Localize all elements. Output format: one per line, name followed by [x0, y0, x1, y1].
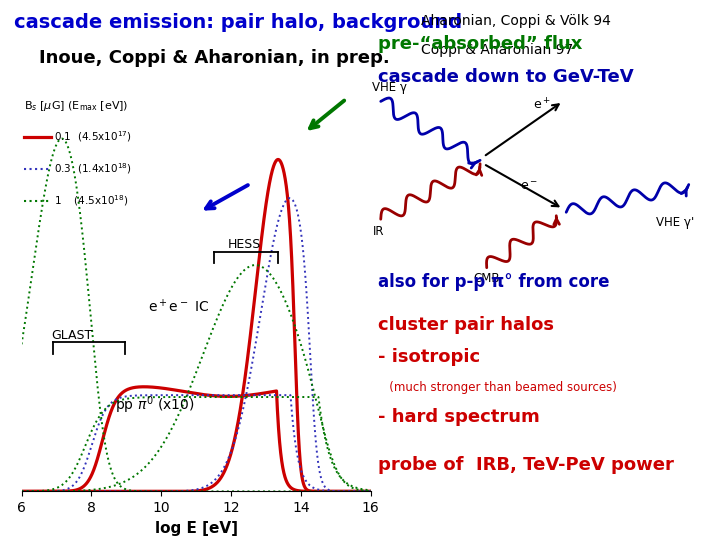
- Text: pp $\pi^0$ (x10): pp $\pi^0$ (x10): [114, 395, 194, 416]
- Text: cascade down to GeV-TeV: cascade down to GeV-TeV: [378, 68, 634, 85]
- X-axis label: log E [eV]: log E [eV]: [155, 521, 238, 536]
- Text: e$^+$: e$^+$: [533, 98, 551, 113]
- Text: pre-“absorbed” flux: pre-“absorbed” flux: [378, 35, 582, 53]
- Text: VHE γ: VHE γ: [372, 81, 408, 94]
- Text: CMB: CMB: [474, 272, 500, 285]
- Text: VHE γ': VHE γ': [656, 216, 694, 229]
- Text: HESS: HESS: [228, 238, 261, 251]
- Text: (much stronger than beamed sources): (much stronger than beamed sources): [378, 381, 617, 394]
- Text: 0.3  (1.4x10$^{18}$): 0.3 (1.4x10$^{18}$): [54, 161, 132, 176]
- Text: cascade emission: pair halo, background: cascade emission: pair halo, background: [14, 14, 462, 32]
- Text: 1    (4.5x10$^{18}$): 1 (4.5x10$^{18}$): [54, 193, 128, 208]
- Text: 0.1  (4.5x10$^{17}$): 0.1 (4.5x10$^{17}$): [54, 129, 132, 144]
- Text: Coppi & Aharonian 97: Coppi & Aharonian 97: [421, 43, 573, 57]
- Text: - hard spectrum: - hard spectrum: [378, 408, 540, 426]
- Text: e$^-$: e$^-$: [520, 180, 538, 193]
- Text: GLAST: GLAST: [51, 328, 93, 341]
- Text: probe of  IRB, TeV-PeV power: probe of IRB, TeV-PeV power: [378, 456, 674, 474]
- Text: Inoue, Coppi & Aharonian, in prep.: Inoue, Coppi & Aharonian, in prep.: [14, 49, 390, 66]
- Text: - isotropic: - isotropic: [378, 348, 480, 366]
- Text: IR: IR: [372, 225, 384, 238]
- Text: also for p-p π° from core: also for p-p π° from core: [378, 273, 610, 291]
- Text: e$^+$e$^-$ IC: e$^+$e$^-$ IC: [148, 298, 210, 315]
- Text: cluster pair halos: cluster pair halos: [378, 316, 554, 334]
- Text: B$_s$ [$\mu$G] (E$_\mathrm{max}$ [eV]): B$_s$ [$\mu$G] (E$_\mathrm{max}$ [eV]): [24, 99, 129, 113]
- Text: Aharonian, Coppi & Völk 94: Aharonian, Coppi & Völk 94: [421, 14, 611, 28]
